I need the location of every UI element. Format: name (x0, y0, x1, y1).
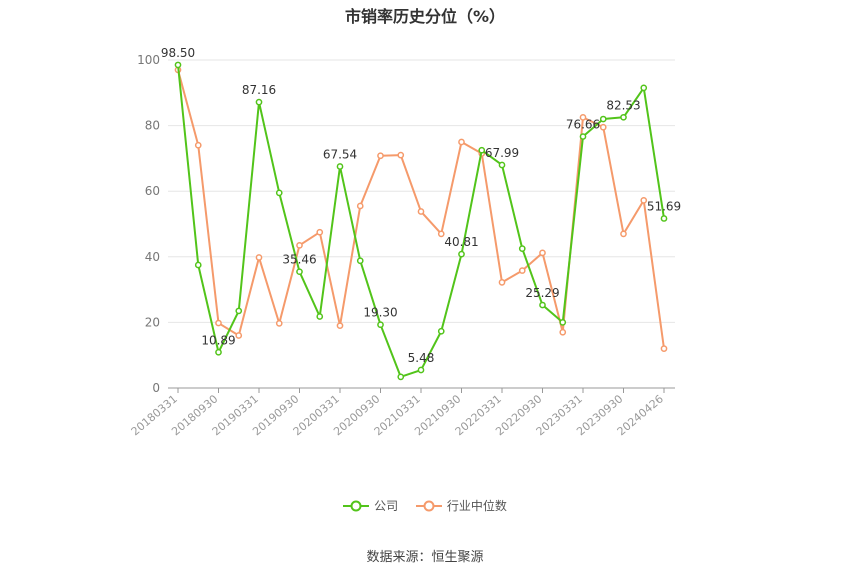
data-point-industry-median (255, 254, 263, 261)
data-point-industry-median (599, 123, 607, 131)
data-point-company (478, 146, 486, 154)
data-point-industry-median (417, 208, 425, 215)
data-point-industry-median (356, 202, 364, 210)
data-point-industry-median (194, 141, 202, 149)
data-point-company (417, 366, 425, 374)
data-point-industry-median (539, 249, 546, 257)
data-point-company (275, 189, 283, 197)
legend-item-company[interactable]: 公司 (343, 497, 398, 514)
data-point-company (255, 98, 263, 106)
data-label: 25.29 (525, 286, 559, 300)
data-point-industry-median (377, 152, 384, 160)
data-point-industry-median (437, 230, 445, 238)
legend: 公司 行业中位数 (0, 497, 850, 515)
data-point-industry-median (296, 241, 303, 249)
series-line-company (177, 64, 665, 378)
data-point-industry-median (397, 151, 405, 159)
legend-item-industry-median[interactable]: 行业中位数 (415, 497, 507, 514)
y-tick-label: 40 (145, 250, 160, 264)
data-point-industry-median (275, 320, 283, 327)
y-tick-label: 0 (152, 381, 160, 395)
data-point-industry-median (620, 230, 627, 238)
data-point-company (174, 61, 182, 69)
y-tick-label: 20 (145, 315, 160, 329)
data-point-industry-median (559, 328, 567, 336)
legend-industry-icon (415, 500, 442, 511)
data-point-industry-median (235, 332, 243, 339)
data-point-industry-median (498, 279, 506, 286)
data-point-company (539, 301, 546, 309)
data-point-industry-median (640, 197, 648, 204)
chart-title: 市销率历史分位（%） (344, 7, 506, 26)
data-point-company (559, 319, 567, 326)
data-point-industry-median (579, 114, 587, 121)
data-label: 19.30 (363, 306, 397, 320)
data-point-company (356, 257, 364, 265)
y-tick-label: 60 (145, 184, 160, 198)
grid-lines (168, 59, 675, 323)
data-point-industry-median (660, 345, 668, 352)
data-label: 67.99 (485, 146, 519, 160)
legend-label-industry-median: 行业中位数 (446, 499, 507, 513)
data-label: 82.53 (606, 98, 640, 112)
y-tick-label: 100 (137, 53, 160, 67)
data-point-company (296, 268, 303, 276)
data-label: 67.54 (323, 147, 357, 161)
data-label: 10.89 (201, 333, 235, 347)
data-label: 5.48 (408, 351, 435, 365)
data-label: 51.69 (647, 199, 681, 213)
data-label: 76.66 (566, 118, 600, 132)
data-point-company (194, 261, 202, 269)
data-point-company (518, 245, 526, 252)
data-point-company (620, 113, 627, 121)
data-point-company (599, 115, 607, 123)
data-point-company (498, 161, 506, 169)
data-point-industry-median (518, 267, 526, 274)
data-label: 87.16 (242, 83, 276, 97)
data-point-industry-median (336, 322, 344, 330)
data-point-company (215, 348, 222, 356)
data-point-company (397, 373, 405, 381)
data-point-industry-median (316, 228, 324, 236)
data-point-company (377, 321, 384, 329)
data-point-company (235, 307, 243, 315)
data-point-company (336, 163, 344, 170)
legend-label-company: 公司 (374, 499, 399, 513)
y-tick-label: 80 (145, 119, 160, 133)
data-point-company (660, 215, 668, 222)
series-lines (174, 61, 668, 381)
data-point-company (579, 133, 587, 140)
data-labels: 98.50 10.89 87.16 35.46 67.54 19.30 5.48 40.81 6… (161, 46, 681, 365)
data-point-industry-median (458, 138, 465, 146)
data-point-company (316, 313, 324, 320)
data-point-industry-median (215, 319, 222, 327)
legend-company-icon (343, 500, 370, 511)
data-label: 40.81 (444, 235, 478, 249)
data-point-company (640, 84, 648, 92)
data-label: 35.46 (282, 253, 316, 267)
data-point-company (458, 250, 465, 258)
source-note: 数据来源：恒生聚源 (366, 550, 484, 565)
data-point-company (437, 327, 445, 335)
data-label: 98.50 (161, 46, 195, 60)
